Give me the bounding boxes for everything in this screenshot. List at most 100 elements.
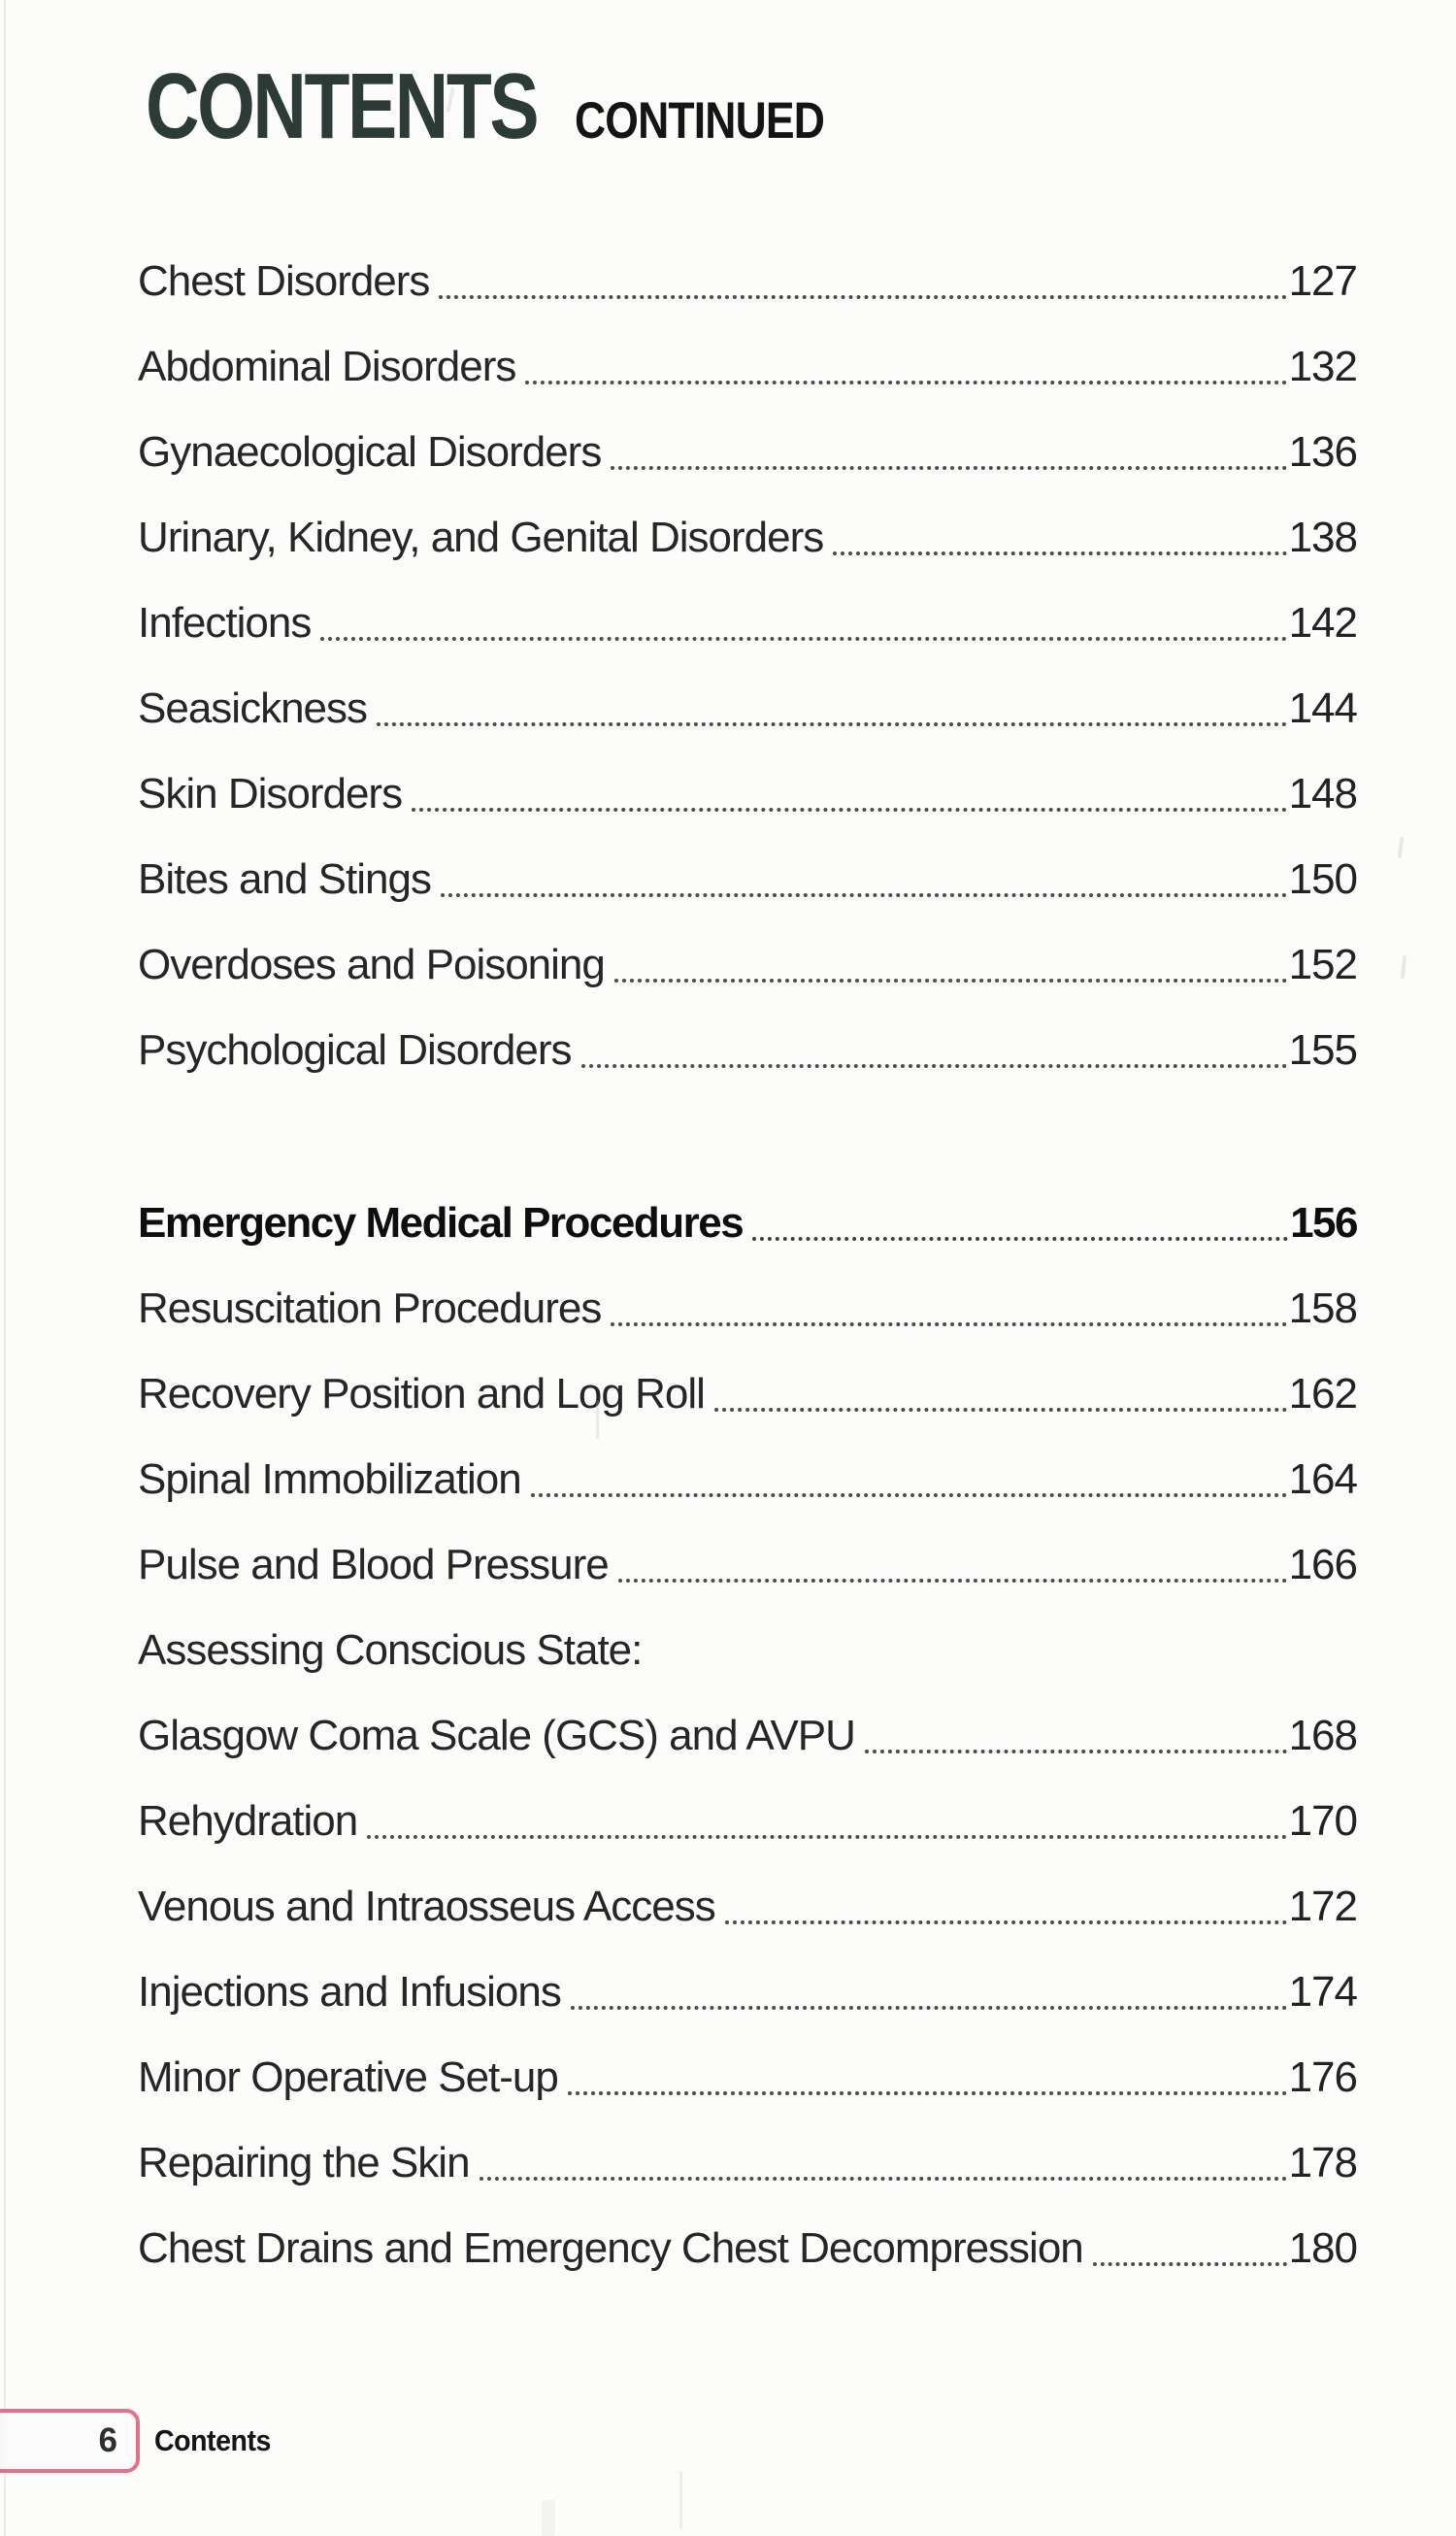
toc-entry-page: 148 [1288, 770, 1358, 818]
dot-leader [580, 1064, 1287, 1068]
dot-leader [439, 295, 1287, 299]
footer-section-label: Contents [154, 2423, 271, 2457]
toc-section-header-page: 156 [1290, 1199, 1358, 1247]
toc-entry-page: 162 [1288, 1370, 1358, 1418]
toc-entry: Rehydration 170 [138, 1779, 1358, 1864]
toc-entry-label: Psychological Disorders [138, 1026, 573, 1074]
dot-leader [724, 1920, 1287, 1924]
toc-entry-page: 178 [1288, 2139, 1358, 2186]
toc-entry-page: 155 [1288, 1026, 1358, 1074]
toc-entry-page: 138 [1288, 514, 1358, 561]
toc-entry-page: 170 [1288, 1797, 1358, 1845]
toc-entry: Recovery Position and Log Roll 162 [138, 1351, 1358, 1437]
toc-entry-page: 144 [1288, 684, 1358, 732]
page-footer: 6 Contents [0, 2409, 281, 2473]
dot-leader [530, 1493, 1287, 1497]
toc-entry: Seasickness 144 [138, 666, 1358, 751]
toc-section-disorders: Chest Disorders 127 Abdominal Disorders … [138, 239, 1358, 1093]
toc-entry-label: Resuscitation Procedures [138, 1285, 602, 1332]
toc-entry: Gynaecological Disorders 136 [138, 410, 1358, 495]
dot-leader [377, 722, 1287, 726]
toc-entry-label: Injections and Infusions [138, 1968, 562, 2016]
toc-entry-label: Seasickness [138, 684, 368, 732]
toc-entry-page: 176 [1288, 2053, 1358, 2101]
scan-artifact [1400, 954, 1407, 980]
toc-entry-label: Gynaecological Disorders [138, 428, 602, 476]
toc-entry-page: 132 [1288, 343, 1358, 390]
toc-entry: Pulse and Blood Pressure 166 [138, 1522, 1358, 1608]
toc-entry-label: Assessing Conscious State: [138, 1626, 643, 1674]
toc-entry: Chest Drains and Emergency Chest Decompr… [138, 2206, 1358, 2291]
toc-section-emergency-procedures: Emergency Medical Procedures 156 Resusci… [138, 1181, 1358, 2291]
toc-entry-label: Pulse and Blood Pressure [138, 1541, 610, 1588]
toc-entry-label: Bites and Stings [138, 855, 432, 903]
dot-leader [611, 466, 1287, 470]
dot-leader [1092, 2262, 1287, 2266]
toc-entry: Chest Disorders 127 [138, 239, 1358, 324]
toc-entry: Infections 142 [138, 581, 1358, 666]
toc-entry-page: 158 [1288, 1285, 1358, 1332]
toc-entry-page: 172 [1288, 1883, 1358, 1930]
toc-entry-label: Minor Operative Set-up [138, 2053, 559, 2101]
toc-entry: Abdominal Disorders 132 [138, 324, 1358, 410]
toc-entry-page: 166 [1288, 1541, 1358, 1588]
toc-entry: Injections and Infusions 174 [138, 1950, 1358, 2035]
dot-leader [570, 2006, 1287, 2010]
toc-entry-label: Skin Disorders [138, 770, 403, 818]
dot-leader [713, 1408, 1287, 1412]
toc-entry-page: 150 [1288, 855, 1358, 903]
dot-leader [412, 808, 1287, 812]
toc-entry: Psychological Disorders 155 [138, 1008, 1358, 1093]
toc-entry-label: Repairing the Skin [138, 2139, 471, 2186]
toc-entry-label: Urinary, Kidney, and Genital Disorders [138, 514, 824, 561]
dot-leader [833, 551, 1287, 555]
toc-section-header-label: Emergency Medical Procedures [138, 1199, 745, 1247]
page-title-suffix: CONTINUED [575, 92, 825, 150]
page-number: 6 [98, 2421, 117, 2459]
toc-entry-page: 127 [1288, 257, 1358, 305]
toc-entry: Minor Operative Set-up 176 [138, 2035, 1358, 2120]
toc-entry-page: 136 [1288, 428, 1358, 476]
dot-leader [525, 381, 1287, 384]
toc-entry-label: Recovery Position and Log Roll [138, 1370, 706, 1418]
toc-entry-label: Spinal Immobilization [138, 1455, 522, 1503]
toc-entry-page: 180 [1288, 2224, 1358, 2272]
dot-leader [567, 2091, 1287, 2095]
toc-entry-page: 174 [1288, 1968, 1358, 2016]
scan-artifact [679, 2471, 682, 2529]
toc-entry: Spinal Immobilization 164 [138, 1437, 1358, 1522]
toc-entry: Bites and Stings 150 [138, 837, 1358, 922]
dot-leader [617, 1579, 1287, 1583]
toc-entry-label: Abdominal Disorders [138, 343, 516, 390]
toc-entry: Repairing the Skin 178 [138, 2120, 1358, 2206]
toc-entry-label: Chest Disorders [138, 257, 430, 305]
toc-entry: Glasgow Coma Scale (GCS) and AVPU 168 [138, 1693, 1358, 1779]
page-number-tab: 6 [0, 2409, 140, 2473]
toc-entry-page: 152 [1288, 941, 1358, 988]
dot-leader [752, 1237, 1289, 1241]
toc-entry: Urinary, Kidney, and Genital Disorders 1… [138, 495, 1358, 581]
toc-entry: Resuscitation Procedures 158 [138, 1266, 1358, 1351]
dot-leader [479, 2177, 1287, 2181]
toc-entry: Overdoses and Poisoning 152 [138, 922, 1358, 1008]
toc-entry-page: 164 [1288, 1455, 1358, 1503]
toc-entry-label: Infections [138, 599, 312, 647]
dot-leader [320, 637, 1287, 641]
page-edge-line [4, 0, 6, 2536]
scan-artifact [596, 1400, 599, 1439]
toc-entry-label: Rehydration [138, 1797, 358, 1845]
page-title: CONTENTS CONTINUED [146, 60, 872, 153]
toc-entry-continuation: Assessing Conscious State: [138, 1608, 1357, 1693]
toc-entry: Skin Disorders 148 [138, 751, 1358, 837]
toc-section-header: Emergency Medical Procedures 156 [138, 1181, 1358, 1266]
toc-entry-label: Venous and Intraosseus Access [138, 1883, 716, 1930]
toc-entry-label: Glasgow Coma Scale (GCS) and AVPU [138, 1712, 856, 1759]
toc-entry: Venous and Intraosseus Access 172 [138, 1864, 1358, 1950]
toc-entry-page: 168 [1288, 1712, 1358, 1759]
dot-leader [611, 1322, 1287, 1326]
toc-entry-label: Overdoses and Poisoning [138, 941, 606, 988]
toc-entry-label: Chest Drains and Emergency Chest Decompr… [138, 2224, 1084, 2272]
scan-artifact [542, 2500, 555, 2536]
dot-leader [367, 1835, 1287, 1839]
